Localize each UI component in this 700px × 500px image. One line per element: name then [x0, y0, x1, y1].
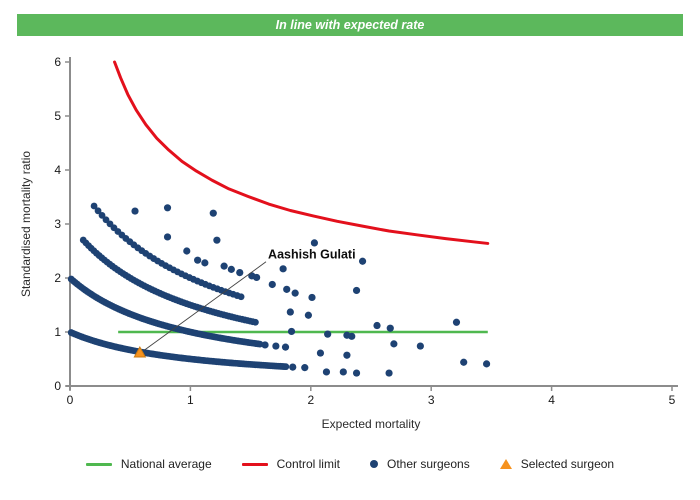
- legend-line-marker: [241, 462, 268, 466]
- y-tick-label: 6: [54, 55, 61, 69]
- x-tick-label: 3: [428, 393, 435, 407]
- x-tick-label: 4: [548, 393, 555, 407]
- surgeon-dot[interactable]: [373, 321, 381, 330]
- legend-label: Other surgeons: [386, 457, 470, 471]
- surgeon-dot[interactable]: [237, 293, 245, 301]
- surgeon-dot[interactable]: [90, 202, 98, 210]
- legend-label: Selected surgeon: [520, 457, 615, 471]
- surgeon-dot[interactable]: [452, 318, 461, 326]
- legend-item-other-surgeons: Other surgeons: [369, 457, 470, 471]
- surgeon-dot[interactable]: [304, 311, 312, 319]
- surgeon-dot[interactable]: [390, 340, 398, 348]
- surgeon-dot[interactable]: [348, 332, 356, 340]
- surgeon-dot[interactable]: [386, 324, 394, 332]
- x-tick-label: 5: [669, 393, 676, 407]
- surgeon-dot[interactable]: [352, 286, 361, 295]
- x-tick-label: 2: [307, 393, 314, 407]
- legend-line-marker: [85, 462, 112, 466]
- surgeon-dot[interactable]: [272, 342, 280, 350]
- legend-dot-marker: [369, 460, 378, 468]
- surgeon-dot[interactable]: [131, 207, 139, 215]
- legend-label: Control limit: [276, 457, 340, 471]
- surgeon-dot[interactable]: [201, 259, 209, 267]
- surgeon-dot[interactable]: [253, 273, 261, 282]
- surgeon-dot[interactable]: [416, 342, 424, 350]
- surgeon-dot[interactable]: [268, 280, 276, 289]
- x-axis-title: Expected mortality: [322, 417, 421, 431]
- selected-surgeon-marker[interactable]: [133, 345, 147, 358]
- surgeon-dot[interactable]: [286, 308, 294, 316]
- control-limit-curve: [113, 60, 490, 245]
- surgeon-dot[interactable]: [316, 349, 325, 357]
- surgeon-dot[interactable]: [261, 341, 269, 349]
- y-tick-label: 5: [54, 109, 61, 123]
- y-axis-title: Standardised mortality ratio: [19, 151, 33, 297]
- surgeon-dot[interactable]: [343, 351, 351, 359]
- legend-label: National average: [120, 457, 212, 471]
- surgeon-dot[interactable]: [460, 358, 468, 366]
- chart-legend: National average Control limit Other surge…: [0, 457, 700, 471]
- surgeon-dot[interactable]: [279, 265, 287, 273]
- surgeon-dot[interactable]: [282, 363, 290, 371]
- surgeon-dot[interactable]: [98, 211, 106, 219]
- surgeon-dot[interactable]: [289, 363, 297, 371]
- surgeon-dot[interactable]: [322, 368, 331, 376]
- status-banner: In line with expected rate: [17, 14, 683, 36]
- surgeon-dot[interactable]: [94, 207, 102, 215]
- surgeon-dot[interactable]: [281, 343, 290, 351]
- legend-item-control-limit: Control limit: [241, 457, 340, 471]
- surgeon-dot[interactable]: [163, 204, 172, 212]
- surgeon-dot[interactable]: [163, 233, 172, 241]
- x-tick-label: 1: [187, 393, 194, 407]
- surgeon-dot[interactable]: [291, 289, 299, 297]
- y-tick-label: 3: [54, 217, 61, 231]
- x-tick-label: 0: [67, 393, 74, 407]
- surgeon-dot[interactable]: [194, 256, 202, 264]
- surgeon-dot[interactable]: [220, 262, 228, 270]
- surgeon-dot[interactable]: [283, 285, 291, 293]
- y-tick-label: 2: [54, 271, 61, 285]
- surgeon-dot[interactable]: [227, 265, 235, 273]
- legend-triangle-marker: [499, 459, 512, 469]
- surgeon-dot[interactable]: [324, 330, 332, 338]
- selected-surgeon-name-label: Aashish Gulati: [268, 248, 356, 262]
- surgeon-dot[interactable]: [358, 257, 367, 265]
- surgeon-dot[interactable]: [301, 364, 309, 372]
- surgeon-dot[interactable]: [385, 369, 393, 377]
- legend-item-selected-surgeon: Selected surgeon: [499, 457, 615, 471]
- surgeon-dot[interactable]: [236, 269, 244, 277]
- y-tick-label: 4: [54, 163, 61, 177]
- surgeon-dot[interactable]: [183, 247, 191, 255]
- selected-surgeon-leader-line: [143, 261, 267, 351]
- surgeon-dot[interactable]: [213, 236, 221, 244]
- surgeon-dot[interactable]: [308, 293, 316, 302]
- surgeon-dot[interactable]: [209, 209, 217, 217]
- surgeon-dot[interactable]: [287, 327, 296, 336]
- surgeon-dot[interactable]: [339, 368, 347, 376]
- y-tick-label: 0: [54, 379, 61, 393]
- y-tick-label: 1: [54, 325, 61, 339]
- surgeon-dot[interactable]: [252, 318, 259, 326]
- surgeon-dot[interactable]: [482, 360, 491, 368]
- surgeon-dot[interactable]: [352, 369, 361, 377]
- legend-item-national-average: National average: [85, 457, 212, 471]
- surgeon-dot[interactable]: [310, 239, 319, 247]
